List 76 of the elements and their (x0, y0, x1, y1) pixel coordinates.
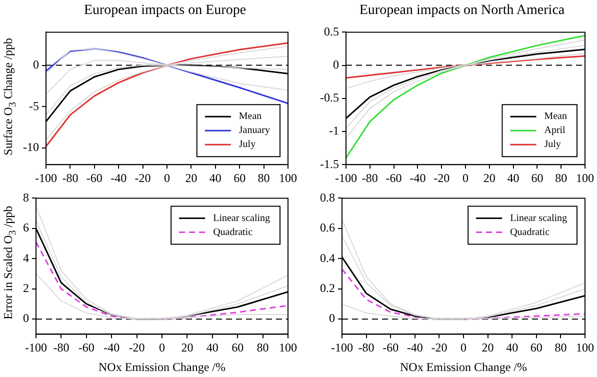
y-tick-label: 0.6 (320, 220, 335, 235)
x-tick-label: 0 (159, 340, 165, 355)
x-tick-label: 40 (507, 170, 520, 185)
x-tick-label: 20 (482, 340, 494, 355)
y-tick-label: 4 (23, 250, 29, 265)
x-tick-label: -60 (78, 340, 94, 355)
x-tick-label: 0 (164, 170, 170, 185)
y-tick-label: -1 (328, 124, 339, 138)
x-tick-label: -20 (134, 170, 151, 185)
x-tick-label: 80 (555, 170, 568, 185)
y-tick-label: 0.2 (320, 281, 335, 296)
x-axis-title: NOx Emission Change /% (98, 360, 226, 374)
legend-label: Linear scaling (213, 212, 270, 224)
legend-label: Quadratic (213, 226, 254, 238)
x-tick-label: -80 (62, 170, 78, 185)
y-tick-label: 8 (23, 190, 29, 204)
x-tick-label: 60 (232, 340, 244, 355)
chart-title: European impacts on Europe (82, 2, 248, 20)
x-tick-label: -100 (34, 170, 57, 185)
x-tick-label: -100 (334, 170, 357, 185)
x-tick-label: 40 (506, 340, 518, 355)
y-tick-label: 0.8 (320, 190, 335, 204)
x-tick-label: -60 (382, 340, 399, 355)
legend-label: Mean (238, 111, 262, 122)
legend-label: July (544, 139, 561, 150)
legend-label: April (544, 125, 566, 136)
x-tick-label: 20 (483, 170, 496, 185)
x-tick-label: 40 (206, 340, 218, 355)
x-tick-label: 20 (181, 340, 194, 355)
x-tick-label: -100 (331, 340, 353, 355)
x-tick-label: 100 (576, 340, 594, 355)
x-tick-label: -40 (104, 340, 120, 355)
legend-label: July (238, 139, 256, 150)
x-tick-label: -80 (53, 340, 70, 355)
x-tick-label: 80 (554, 340, 567, 355)
x-tick-label: 20 (185, 170, 198, 185)
legend-label: January (238, 125, 270, 136)
x-tick-label: 0 (460, 340, 466, 355)
x-tick-label: 100 (279, 340, 297, 355)
y-tick-label: 6 (23, 220, 29, 235)
x-tick-label: -60 (86, 170, 102, 185)
x-tick-label: 100 (576, 170, 594, 185)
legend-label: Linear scaling (510, 212, 568, 224)
x-tick-label: -40 (410, 170, 426, 185)
x-tick-label: -80 (362, 170, 378, 185)
y-tick-label: 0 (32, 57, 39, 72)
x-tick-label: -60 (386, 170, 402, 185)
x-tick-label: -20 (434, 170, 450, 185)
x-tick-label: 0 (462, 170, 468, 185)
y-tick-label: -5 (28, 98, 39, 113)
y-tick-label: -1.5 (320, 156, 339, 171)
x-tick-label: 60 (234, 170, 246, 185)
y-tick-label: 0 (332, 57, 339, 72)
x-axis-title: NOx Emission Change /% (400, 360, 527, 374)
legend-label: Mean (544, 111, 568, 122)
chart-title: European impacts on North America (358, 2, 566, 20)
y-tick-label: 0.5 (324, 24, 339, 38)
x-tick-label: -20 (431, 340, 448, 355)
y-tick-label: 2 (23, 281, 29, 296)
y-tick-label: -0.5 (320, 90, 339, 105)
x-tick-label: 80 (258, 170, 270, 185)
x-tick-label: 60 (530, 340, 542, 355)
y-tick-label: -10 (22, 140, 39, 154)
x-tick-label: -100 (25, 340, 47, 355)
x-tick-label: 80 (256, 340, 269, 355)
y-tick-label: 0 (329, 311, 335, 326)
x-tick-label: 60 (531, 170, 544, 185)
x-tick-label: 40 (209, 170, 222, 185)
x-tick-label: -20 (128, 340, 145, 355)
x-tick-label: -40 (110, 170, 127, 185)
x-tick-label: -40 (406, 340, 423, 355)
y-tick-label: 0 (23, 311, 29, 326)
legend-label: Quadratic (510, 226, 550, 238)
x-tick-label: 100 (279, 170, 297, 185)
y-tick-label: 0.4 (320, 250, 335, 265)
x-tick-label: -80 (358, 340, 374, 355)
